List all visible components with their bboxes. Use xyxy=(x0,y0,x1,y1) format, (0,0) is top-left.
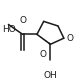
Text: HO: HO xyxy=(2,25,15,34)
Text: O: O xyxy=(19,16,26,25)
Text: OH: OH xyxy=(43,71,57,80)
Text: O: O xyxy=(67,34,74,43)
Text: O: O xyxy=(40,50,47,59)
